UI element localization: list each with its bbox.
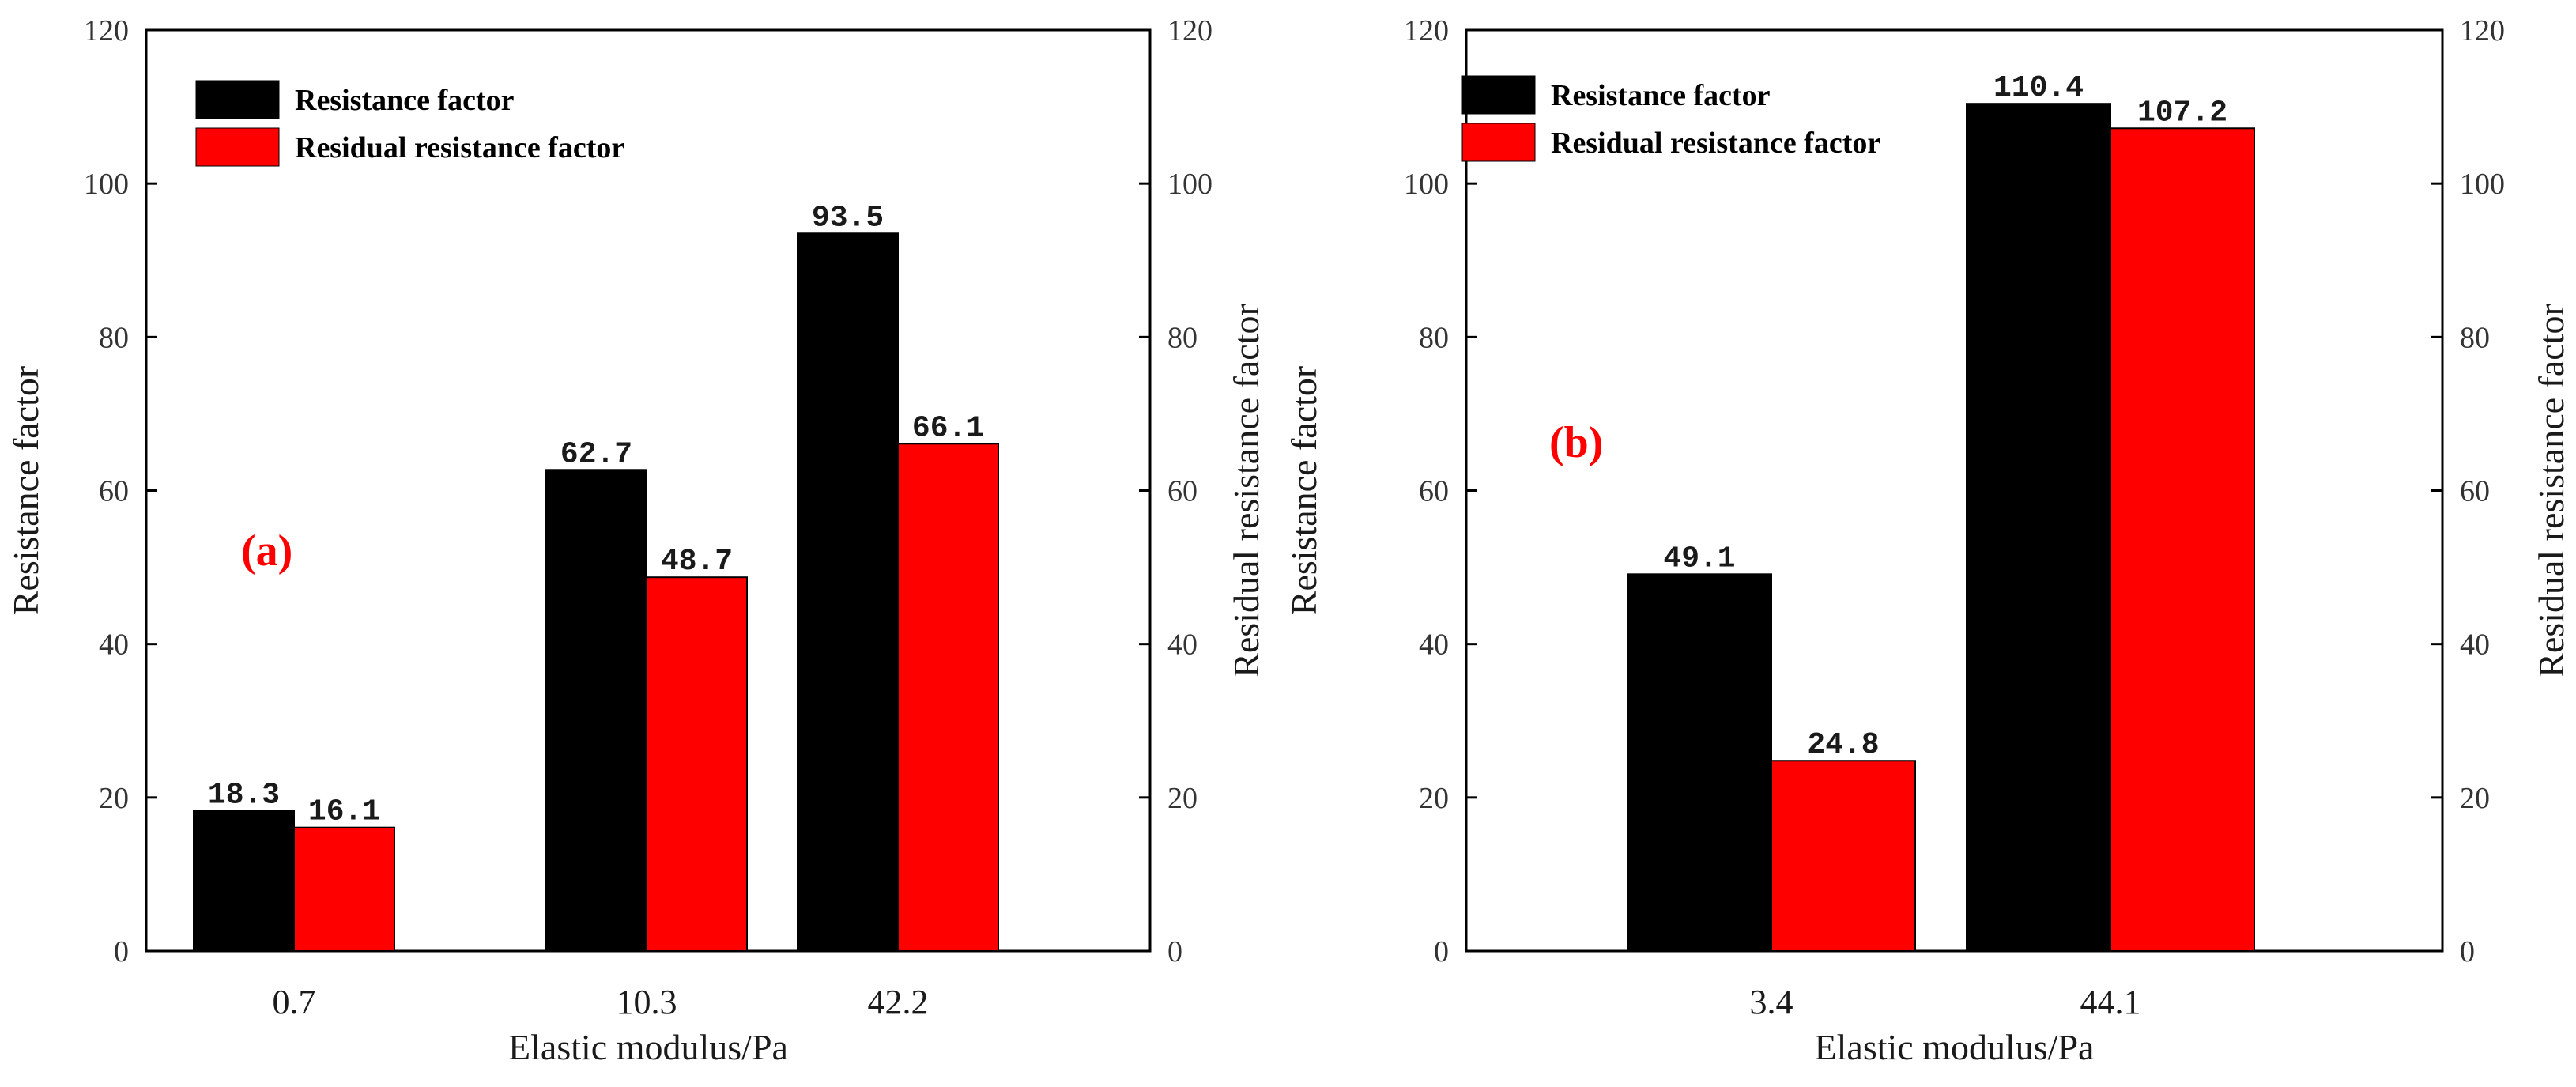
y-axis-title: Resistance factor (6, 366, 46, 615)
x-tick-label: 0.7 (273, 983, 316, 1021)
y-axis-title: Resistance factor (1284, 366, 1324, 615)
plot-frame (1465, 28, 2444, 953)
chart-a: 0 0 20 20 40 40 60 60 80 80 100 100 120 120 0.7 18.3 16.… (6, 14, 1266, 1067)
right-y-tick-label: 120 (1167, 14, 1213, 47)
bar-value-label: 18.3 (208, 778, 280, 812)
bar-value-label: 24.8 (1807, 728, 1879, 762)
bar-value-label: 62.7 (560, 437, 632, 471)
legend-label-residual: Residual resistance factor (1551, 126, 1880, 160)
legend-swatch-residual (195, 127, 280, 167)
right-y-tick-label: 80 (1167, 321, 1197, 354)
bar-value-label: 107.2 (2137, 96, 2227, 130)
panel-label: (b) (1549, 418, 1603, 467)
left-y-tick-label: 20 (1419, 782, 1449, 815)
right-y-tick-label: 40 (2460, 628, 2490, 662)
secondary-y-axis-title: Residual resistance factor (2531, 304, 2571, 677)
residual-resistance-factor-bar (897, 443, 999, 952)
right-y-tick-label: 60 (2460, 475, 2490, 508)
x-axis-title: Elastic modulus/Pa (1815, 1027, 2095, 1067)
resistance-factor-bar (545, 469, 647, 952)
right-y-tick-label: 0 (1167, 935, 1182, 968)
right-y-tick-label: 100 (1167, 168, 1213, 201)
right-y-tick-label: 100 (2460, 168, 2505, 201)
left-y-tick-label: 120 (1404, 14, 1449, 47)
legend-label-resistance: Resistance factor (1551, 79, 1771, 112)
residual-resistance-factor-bar (2110, 127, 2255, 952)
resistance-factor-bar (1627, 573, 1772, 953)
legend-swatch-residual (1461, 123, 1536, 162)
legend-swatch-resistance (195, 80, 280, 119)
left-y-tick-label: 80 (99, 321, 129, 354)
left-y-tick-label: 100 (84, 168, 129, 201)
left-y-tick-label: 20 (99, 782, 129, 815)
legend: Resistance factor Residual resistance fac… (195, 80, 624, 167)
x-axis-title: Elastic modulus/Pa (508, 1027, 788, 1067)
right-y-tick-label: 60 (1167, 475, 1197, 508)
bar-value-label: 48.7 (661, 545, 733, 579)
left-y-tick-label: 0 (114, 935, 129, 968)
resistance-factor-bar (1966, 103, 2111, 953)
right-y-tick-label: 20 (2460, 782, 2490, 815)
left-y-tick-label: 60 (99, 475, 129, 508)
right-y-tick-label: 40 (1167, 628, 1197, 662)
residual-resistance-factor-bar (646, 576, 748, 952)
resistance-factor-bar (797, 232, 899, 953)
residual-resistance-factor-bar (293, 826, 395, 952)
legend-label-residual: Residual resistance factor (295, 131, 624, 164)
right-y-tick-label: 0 (2460, 935, 2475, 968)
left-y-tick-label: 100 (1404, 168, 1449, 201)
left-y-tick-label: 80 (1419, 321, 1449, 354)
bar-value-label: 66.1 (912, 411, 984, 445)
panel-label: (a) (241, 527, 292, 576)
bar-value-label: 93.5 (812, 201, 884, 235)
left-y-tick-label: 60 (1419, 475, 1449, 508)
left-y-tick-label: 120 (84, 14, 129, 47)
bar-value-label: 49.1 (1663, 542, 1735, 576)
x-tick-label: 42.2 (868, 983, 929, 1021)
legend-label-resistance: Resistance factor (295, 84, 515, 117)
bar-value-label: 110.4 (1993, 71, 2084, 105)
chart-b: 0 0 20 20 40 40 60 60 80 80 100 100 120 120 3.4 49.1 24.… (1284, 14, 2571, 1067)
left-y-tick-label: 0 (1434, 935, 1449, 968)
right-y-tick-label: 20 (1167, 782, 1197, 815)
x-tick-label: 10.3 (617, 983, 677, 1021)
right-y-tick-label: 120 (2460, 14, 2505, 47)
resistance-factor-bar (193, 810, 295, 953)
bar-value-label: 16.1 (308, 795, 380, 829)
secondary-y-axis-title: Residual resistance factor (1226, 304, 1266, 677)
x-tick-label: 3.4 (1750, 983, 1793, 1021)
right-y-tick-label: 80 (2460, 321, 2490, 354)
legend-swatch-resistance (1461, 75, 1536, 115)
left-y-tick-label: 40 (99, 628, 129, 662)
legend: Resistance factor Residual resistance fac… (1461, 75, 1880, 162)
residual-resistance-factor-bar (1771, 760, 1916, 952)
x-tick-label: 44.1 (2080, 983, 2141, 1021)
left-y-tick-label: 40 (1419, 628, 1449, 662)
